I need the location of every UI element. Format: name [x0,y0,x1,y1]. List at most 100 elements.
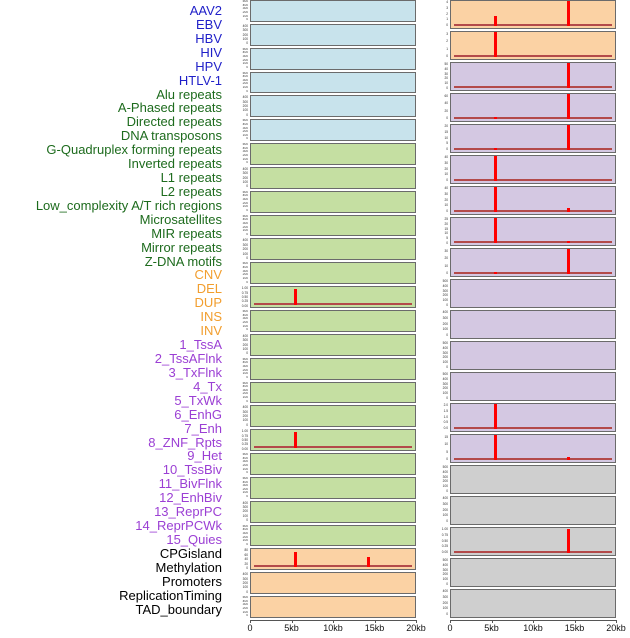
y-tick-label: 400 [242,405,248,410]
y-tick-label: 400 [242,265,248,269]
y-tick-label: 500 [442,279,448,283]
y-tick-label: 300 [242,576,248,581]
track-peak-bar [567,249,571,274]
y-tick-label: 40 [444,186,448,190]
track-peak-bar [567,457,571,460]
y-tick-label: 0.75 [241,433,248,438]
y-tick-label: 500 [242,524,248,528]
y-tick-label: 30 [444,191,448,196]
y-tick-label: 400 [242,23,248,28]
y-tick-label: 300 [242,505,248,510]
track-peak-bar [493,404,497,429]
x-tick-mark [533,620,534,623]
genome-track [250,166,416,189]
track-baseline [454,210,612,212]
y-tick-label: 200 [242,10,248,14]
track-y-axis: 500 400 300 200 100 0 [428,465,449,494]
track-y-axis: 500 400 300 200 100 0 [428,372,449,401]
y-tick-label: 200 [242,487,248,491]
track-baseline [454,24,612,26]
genome-track [250,95,416,118]
y-tick-label: 0 [446,115,448,120]
genome-track [450,434,616,463]
y-tick-label: 400 [442,376,448,381]
track-peak-bar [567,207,571,212]
y-tick-label: 100 [242,396,248,400]
y-tick-label: 400 [242,385,248,389]
track-y-axis: 500 400 300 200 100 0 [428,279,449,308]
y-tick-label: 0 [246,65,248,69]
y-tick-label: 1.00 [241,429,248,434]
track-label: 11_BivFlnk [158,476,222,492]
y-tick-label: 100 [242,324,248,328]
y-tick-label: 0 [446,456,448,461]
y-tick-label: 300 [242,460,248,464]
track-y-axis: 80 60 40 20 0 [228,548,249,570]
genome-track [250,476,416,499]
track-peak-bar [493,187,497,212]
track-label: 8_ZNF_Rpts [148,434,222,450]
track-label: HBV [195,30,222,46]
track-label: 6_EnhG [174,406,222,422]
x-tick-label: 5kb [484,623,499,633]
y-tick-label: 0 [446,612,448,617]
y-tick-label: 0.50 [441,538,448,543]
genome-track [250,429,416,452]
y-tick-label: 1.00 [241,286,248,291]
track-baseline [454,551,612,553]
track-y-axis: 500 400 300 200 100 0 [228,143,249,165]
y-tick-label: 100 [242,36,248,41]
y-tick-label: 100 [242,205,248,209]
track-label: 1_TssA [179,337,222,353]
y-tick-label: 400 [242,238,248,243]
y-tick-label: 200 [442,355,448,360]
y-tick-label: 300 [242,126,248,130]
y-tick-label: 300 [242,78,248,82]
y-tick-label: 0 [246,471,248,475]
track-y-axis: 60 40 20 0 [428,93,449,122]
y-tick-label: 200 [442,293,448,298]
y-tick-label: 500 [242,596,248,600]
x-tick-label: 0 [247,623,253,633]
y-tick-label: 0 [446,86,448,91]
track-baseline [454,55,612,57]
y-tick-label: 200 [442,386,448,391]
y-tick-label: 300 [242,242,248,247]
y-tick-label: 0 [446,53,448,58]
y-tick-label: 400 [242,333,248,338]
y-tick-label: 300 [442,315,448,320]
y-tick-label: 200 [242,368,248,372]
y-tick-label: 0 [246,518,248,523]
y-tick-label: 0.25 [241,299,248,304]
y-tick-label: 200 [242,509,248,514]
genome-track [450,124,616,153]
genome-track [250,262,416,285]
y-tick-label: 40 [244,557,248,562]
track-baseline [454,241,612,243]
y-tick-label: 100 [242,86,248,90]
y-tick-label: 0.5 [443,420,448,425]
y-tick-label: 0 [446,23,448,28]
y-tick-label: 0 [446,303,448,308]
track-label: L1 repeats [160,170,222,186]
x-tick-label: 20kb [606,623,626,633]
y-tick-label: 300 [442,381,448,386]
y-tick-label: 10 [444,263,448,268]
track-label: 14_ReprPCWk [135,518,222,534]
x-tick-label: 5kb [284,623,299,633]
y-tick-label: 300 [442,567,448,572]
track-label: INV [200,323,222,339]
y-tick-label: 400 [242,480,248,484]
track-y-axis: 3 2 1 0 [428,31,449,60]
y-tick-label: 20 [444,108,448,113]
track-y-axis: 30 20 10 0 [428,248,449,277]
track-y-axis: 1.00 0.75 0.50 0.25 0.00 [228,429,249,451]
y-tick-label: 100 [242,133,248,137]
genome-track [450,372,616,401]
x-tick-mark [574,620,576,623]
y-tick-label: 2.0 [443,403,448,407]
y-tick-label: 300 [442,501,448,506]
track-y-axis: 500 400 300 200 100 0 [228,477,249,499]
y-tick-label: 5 [446,141,448,146]
track-baseline [254,302,412,305]
